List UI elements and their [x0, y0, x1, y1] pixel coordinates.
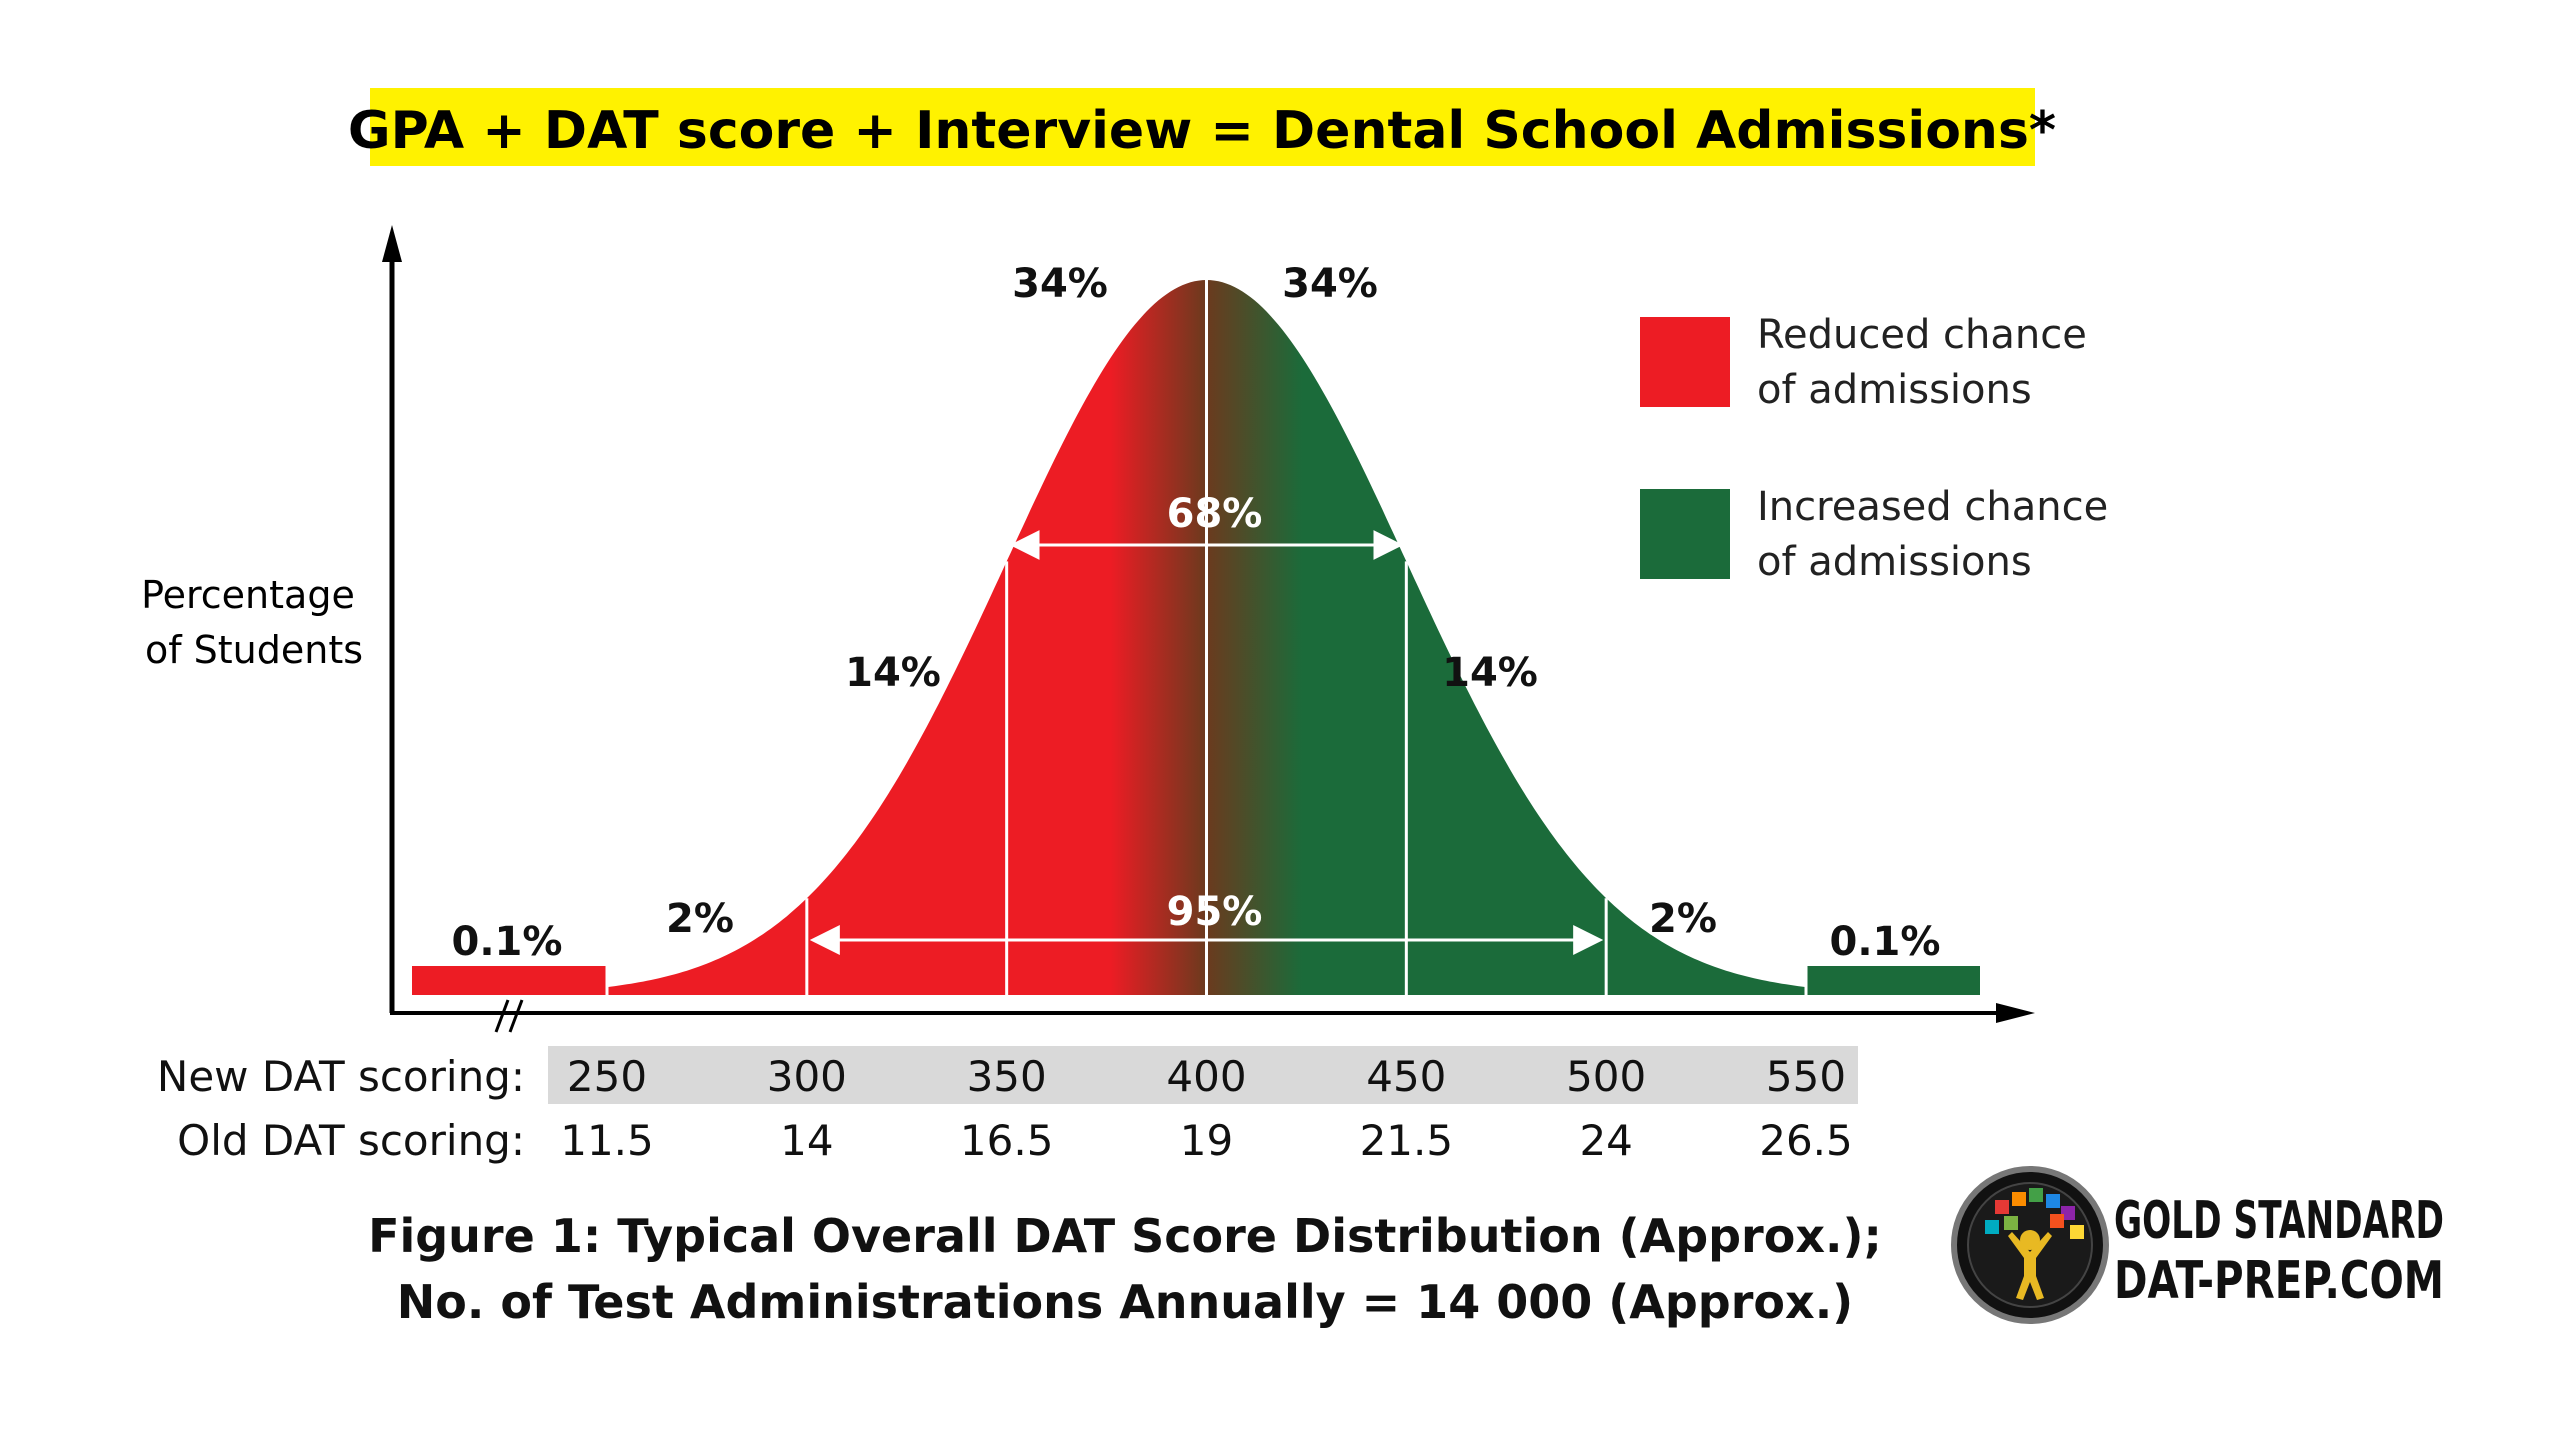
legend-label-line: of admissions — [1757, 367, 2032, 413]
new-scoring-band — [548, 1046, 1858, 1104]
new-score-tick-label: 350 — [967, 1052, 1047, 1101]
legend: Reduced chance of admissions Increased c… — [1640, 312, 2121, 585]
logo-tile — [2004, 1216, 2018, 1230]
logo-tile — [2012, 1192, 2026, 1206]
logo-text-line1: GOLD STANDARD — [2114, 1191, 2444, 1251]
segment-percent-label: 34% — [1012, 261, 1108, 307]
segment-percent-label: 0.1% — [452, 919, 563, 965]
new-score-tick-label: 550 — [1766, 1052, 1846, 1101]
new-score-tick-label: 300 — [767, 1052, 847, 1101]
logo-figure-body — [2008, 1232, 2052, 1300]
logo-tile — [2061, 1206, 2075, 1220]
segment-percent-label: 2% — [1649, 896, 1717, 942]
tick-labels: 250 11.5 300 14 350 16.5 400 19 450 21.5 500 24 550 2… — [560, 1052, 1853, 1165]
old-score-tick-label: 11.5 — [560, 1116, 654, 1165]
segment-percent-label: 14% — [845, 650, 941, 696]
new-score-tick-label: 450 — [1366, 1052, 1446, 1101]
range-label: 68% — [1167, 491, 1263, 537]
logo-tile — [2070, 1225, 2084, 1239]
legend-swatch-increased — [1640, 489, 1730, 579]
old-score-tick-label: 16.5 — [960, 1116, 1054, 1165]
segment-percent-label: 34% — [1282, 261, 1378, 307]
y-axis-label-line: of Students — [145, 628, 363, 672]
axis-break-mark — [508, 999, 524, 1033]
legend-label-reduced: Reduced chance of admissions — [1757, 312, 2100, 413]
segment-percent-label: 14% — [1442, 650, 1538, 696]
legend-label-line: Increased chance — [1757, 484, 2108, 530]
old-score-tick-label: 24 — [1579, 1116, 1632, 1165]
logo-figure-head — [2020, 1230, 2040, 1250]
y-axis-label: Percentage of Students — [141, 573, 367, 672]
logo-tile — [2046, 1194, 2060, 1208]
legend-label-increased: Increased chance of admissions — [1757, 484, 2121, 585]
left-tail-bar — [412, 966, 607, 995]
range-label: 95% — [1167, 889, 1263, 935]
new-score-tick-label: 250 — [567, 1052, 647, 1101]
old-score-tick-label: 21.5 — [1360, 1116, 1454, 1165]
logo-text-line2: DAT-PREP.COM — [2114, 1251, 2444, 1311]
y-axis-label-line: Percentage — [141, 573, 355, 617]
new-scoring-row-label: New DAT scoring: — [157, 1052, 525, 1101]
logo-tile — [2029, 1188, 2043, 1202]
y-axis-arrow — [382, 225, 402, 262]
new-score-tick-label: 500 — [1566, 1052, 1646, 1101]
figure-caption-line1: Figure 1: Typical Overall DAT Score Dist… — [368, 1209, 1882, 1263]
legend-label-line: of admissions — [1757, 539, 2032, 585]
x-axis-arrow — [1996, 1003, 2035, 1023]
distribution: 68% 95% 0.1% 2% 14% 34% 34% 14% 2% 0.1% — [412, 261, 1980, 995]
banner-title: GPA + DAT score + Interview = Dental Sch… — [348, 101, 2056, 161]
legend-label-line: Reduced chance — [1757, 312, 2087, 358]
logo-tile — [1995, 1200, 2009, 1214]
old-scoring-row-label: Old DAT scoring: — [177, 1116, 525, 1165]
gold-standard-logo: GOLD STANDARD DAT-PREP.COM — [1951, 1166, 2444, 1324]
logo-tile — [2050, 1214, 2064, 1228]
legend-swatch-reduced — [1640, 317, 1730, 407]
new-score-tick-label: 400 — [1166, 1052, 1246, 1101]
old-score-tick-label: 14 — [780, 1116, 833, 1165]
banner-background — [370, 88, 2035, 166]
old-score-tick-label: 19 — [1180, 1116, 1233, 1165]
logo-tile — [1985, 1220, 1999, 1234]
axes — [382, 225, 2035, 1033]
right-tail-bar — [1806, 966, 1980, 995]
figure-caption-line2: No. of Test Administrations Annually = 1… — [397, 1275, 1853, 1329]
segment-percent-label: 2% — [666, 896, 734, 942]
axis-break-mark — [494, 999, 510, 1033]
old-score-tick-label: 26.5 — [1759, 1116, 1853, 1165]
segment-percent-label: 0.1% — [1830, 919, 1941, 965]
